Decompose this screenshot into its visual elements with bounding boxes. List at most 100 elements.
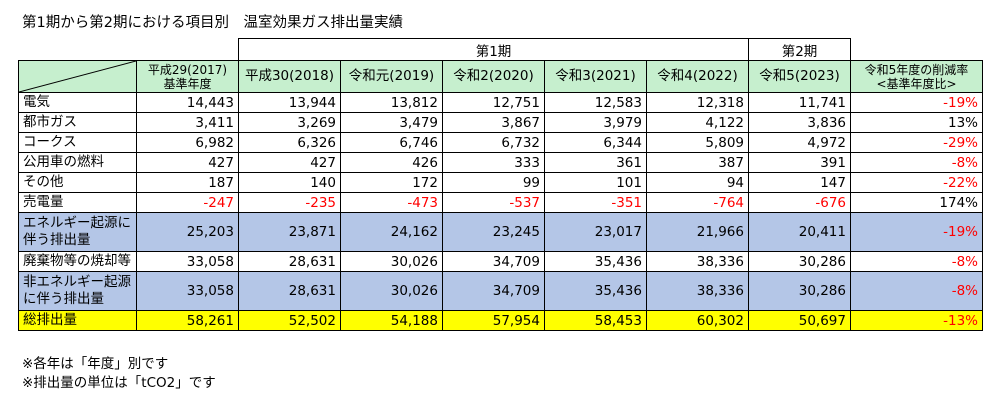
value-cell: 58,453 [544, 310, 647, 331]
value-cell: 99 [442, 172, 545, 193]
reduction-rate-cell: -8% [850, 152, 983, 173]
value-cell: 427 [136, 152, 239, 173]
table-row: エネルギー起源に 伴う排出量 25,203 23,871 24,162 23,245 23,… [18, 212, 983, 252]
row-label: 公用車の燃料 [18, 152, 137, 173]
column-header-line: 令和5(2023) [759, 68, 840, 84]
value-cell: 57,954 [442, 310, 545, 331]
reduction-rate-cell: -22% [850, 172, 983, 193]
value-cell: 427 [238, 152, 341, 173]
blank-cell [851, 39, 983, 61]
value-cell: 35,436 [544, 251, 647, 272]
table-row: その他 187 140 172 99 101 94 147 -22% [18, 172, 983, 193]
reduction-rate-cell: -29% [850, 132, 983, 153]
column-header: 令和元(2019) [340, 60, 443, 93]
value-cell: 38,336 [646, 271, 749, 311]
table-row: 総排出量 58,261 52,502 54,188 57,954 58,453 60,302… [18, 310, 983, 331]
value-cell: 52,502 [238, 310, 341, 331]
value-cell: 38,336 [646, 251, 749, 272]
value-cell: 13,944 [238, 92, 341, 113]
value-cell: 387 [646, 152, 749, 173]
row-label-line: コークス [23, 134, 77, 150]
row-label: 売電量 [18, 192, 137, 213]
row-label-line: 公用車の燃料 [23, 154, 104, 170]
value-cell: 3,867 [442, 112, 545, 133]
period-first: 第1期 [238, 38, 749, 61]
value-cell: -764 [646, 192, 749, 213]
value-cell: 333 [442, 152, 545, 173]
column-header: 令和2(2020) [442, 60, 545, 93]
value-cell: 94 [646, 172, 749, 193]
column-header-line: 基準年度 [163, 76, 212, 91]
value-cell: 391 [748, 152, 851, 173]
period-header-row: 第1期 第2期 [19, 38, 983, 61]
column-header: 令和5年度の削減率 <基準年度比> [850, 60, 983, 93]
row-label-line: 売電量 [23, 194, 64, 210]
value-cell: -676 [748, 192, 851, 213]
row-label: 非エネルギー起源 に伴う排出量 [18, 271, 137, 311]
column-header-line: 平成30(2018) [244, 68, 335, 84]
column-header: 令和4(2022) [646, 60, 749, 93]
value-cell: -351 [544, 192, 647, 213]
column-header-line: 令和2(2020) [453, 68, 534, 84]
diagonal-line-icon [19, 61, 136, 92]
row-label: 廃棄物等の焼却等 [18, 251, 137, 272]
reduction-rate-cell: 13% [850, 112, 983, 133]
value-cell: 172 [340, 172, 443, 193]
value-cell: 12,318 [646, 92, 749, 113]
corner-diagonal-cell [18, 60, 137, 93]
column-header: 令和3(2021) [544, 60, 647, 93]
column-header-line: <基準年度比> [876, 76, 957, 91]
column-header-line: 令和4(2022) [657, 68, 738, 84]
row-label-line: エネルギー起源に [23, 215, 131, 231]
reduction-rate-cell: 174% [850, 192, 983, 213]
column-header-line: 令和5年度の削減率 [864, 62, 969, 77]
table-row: 都市ガス 3,411 3,269 3,479 3,867 3,979 4,122 3,836 1… [18, 112, 983, 133]
blank-cell [19, 39, 137, 61]
value-cell: 4,972 [748, 132, 851, 153]
column-header: 令和5(2023) [748, 60, 851, 93]
value-cell: 30,026 [340, 271, 443, 311]
blank-cell [137, 39, 239, 61]
value-cell: 23,871 [238, 212, 341, 252]
value-cell: 30,286 [748, 251, 851, 272]
row-label-line: に伴う排出量 [23, 291, 104, 307]
reduction-rate-cell: -8% [850, 251, 983, 272]
page-title: 第1期から第2期における項目別 温室効果ガス排出量実績 [22, 15, 403, 31]
table-row: コークス 6,982 6,326 6,746 6,732 6,344 5,809 4,972-… [18, 132, 983, 153]
row-label-line: 非エネルギー起源 [23, 274, 131, 290]
table-row: 非エネルギー起源 に伴う排出量 33,058 28,631 30,026 34,709 35… [18, 271, 983, 311]
reduction-rate-cell: -8% [850, 271, 983, 311]
value-cell: 6,344 [544, 132, 647, 153]
value-cell: 21,966 [646, 212, 749, 252]
value-cell: 35,436 [544, 271, 647, 311]
row-label: その他 [18, 172, 137, 193]
row-label-line: 都市ガス [23, 114, 77, 130]
value-cell: 24,162 [340, 212, 443, 252]
value-cell: 361 [544, 152, 647, 173]
value-cell: 5,809 [646, 132, 749, 153]
row-label-line: 廃棄物等の焼却等 [23, 253, 131, 269]
column-header-line: 令和3(2021) [555, 68, 636, 84]
value-cell: 33,058 [136, 251, 239, 272]
value-cell: 11,741 [748, 92, 851, 113]
column-header: 平成30(2018) [238, 60, 341, 93]
value-cell: 50,697 [748, 310, 851, 331]
value-cell: 140 [238, 172, 341, 193]
column-header: 平成29(2017) 基準年度 [136, 60, 239, 93]
value-cell: 13,812 [340, 92, 443, 113]
row-label: エネルギー起源に 伴う排出量 [18, 212, 137, 252]
row-label-line: 総排出量 [23, 312, 77, 328]
value-cell: 34,709 [442, 271, 545, 311]
value-cell: 3,479 [340, 112, 443, 133]
value-cell: 6,326 [238, 132, 341, 153]
value-cell: 28,631 [238, 251, 341, 272]
value-cell: 6,732 [442, 132, 545, 153]
row-label-line: 電気 [23, 94, 50, 110]
value-cell: 23,245 [442, 212, 545, 252]
value-cell: 58,261 [136, 310, 239, 331]
table-row: 公用車の燃料 427 427 426 333 361 387 391 -8% [18, 152, 983, 173]
table-row: 廃棄物等の焼却等 33,058 28,631 30,026 34,709 35,436 38… [18, 251, 983, 272]
row-label-line: 伴う排出量 [23, 232, 91, 248]
row-label: 総排出量 [18, 310, 137, 331]
value-cell: 187 [136, 172, 239, 193]
